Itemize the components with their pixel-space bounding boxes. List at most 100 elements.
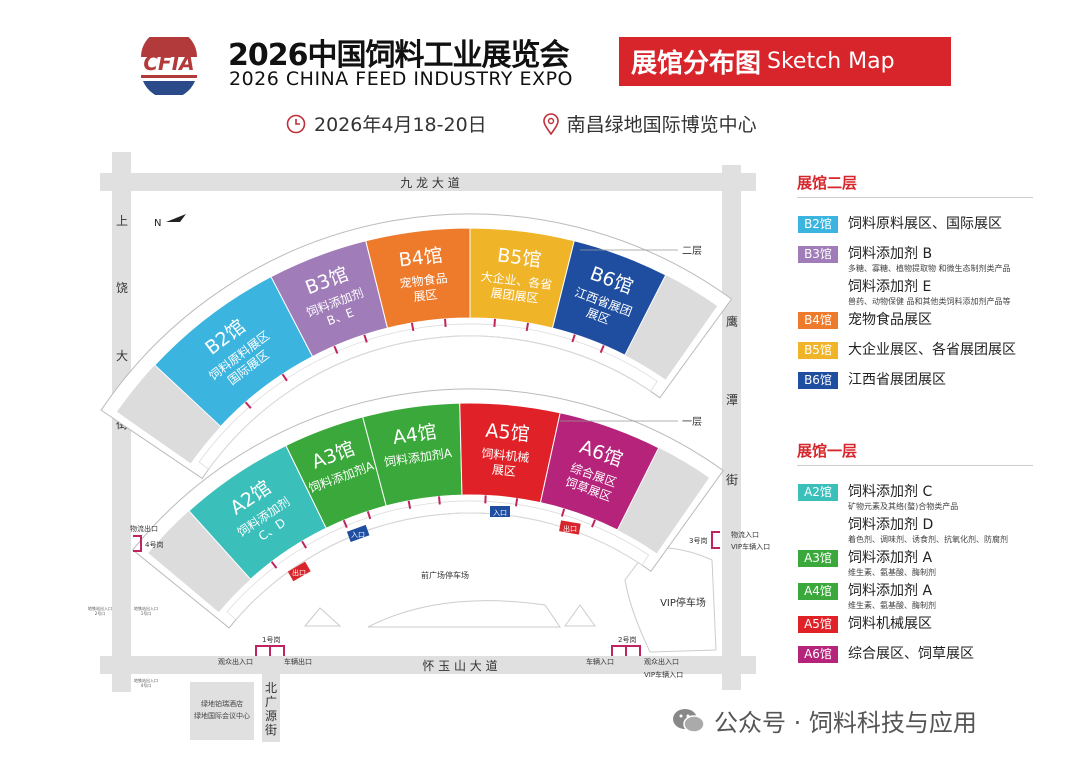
exit-label: 出口 (563, 524, 577, 533)
legend-text: 宠物食品展区 (848, 312, 932, 329)
road-label-east: 鹰 (726, 314, 738, 329)
road-label-bottom: 北 (265, 681, 277, 695)
legend-main: 饲料添加剂 E (848, 279, 932, 295)
metro-label: 4号口 (141, 682, 152, 688)
door-marker (438, 496, 441, 505)
hall-name: B4馆 (398, 244, 444, 271)
road-label-west: 上 (116, 214, 128, 228)
legend-text: 综合展区、饲草展区 (848, 646, 974, 663)
road-label-bottom: 源 (265, 709, 277, 723)
legend-main: 饲料添加剂 B (848, 246, 933, 262)
exit-marker: 出口 (287, 561, 311, 582)
hall-badge: A3馆 (798, 550, 838, 567)
legend-item: B6馆 江西省展团展区 (798, 372, 946, 389)
plaza-triangle (564, 604, 596, 627)
legend-text: 饲料添加剂 E 兽药、动物保健 品和其他类饲料添加剂产品等 (848, 279, 1011, 307)
hall-description: 展团展区 (490, 286, 539, 306)
floor2-marker: 二层 (682, 245, 702, 257)
hall-badge: B6馆 (798, 372, 838, 389)
corridor (198, 323, 658, 470)
banner-cn: 展馆分布图 (631, 49, 762, 79)
door-marker (410, 322, 415, 332)
legend-sub: 兽药、动物保健 品和其他类饲料添加剂产品等 (848, 297, 1011, 306)
road-label-bottom: 广 (265, 695, 277, 709)
road-beiguangyuan (262, 674, 280, 742)
gate1-right: 车辆出口 (284, 657, 312, 666)
road-yingtan (722, 165, 741, 690)
gate2-vip: VIP车辆入口 (644, 670, 683, 679)
expo-venue: 南昌绿地国际博览中心 (566, 114, 757, 136)
legend-text: 大企业展区、各省展团展区 (848, 342, 1016, 359)
floor1-marker: 一层 (682, 416, 702, 428)
door-marker (560, 508, 566, 517)
banner-en: Sketch Map (767, 49, 895, 74)
legend-text: 饲料添加剂 B 多糖、寡糖、植物提取物 和微生态制剂类产品 (848, 246, 1011, 274)
metro-label: 地铁站出入口 (134, 677, 158, 683)
hall-description: 展区 (491, 463, 516, 479)
legend-item: A2馆 饲料添加剂 C 矿物元素及其络(螯)合物类产品 (798, 484, 958, 512)
hall-description: 宠物食品 (399, 270, 448, 291)
expo-title-cn: 2026中国饲料工业展览会 (228, 38, 569, 73)
door-marker (281, 373, 288, 382)
door-marker (599, 344, 605, 354)
sketch-map-banner: 展馆分布图 Sketch Map (619, 37, 951, 86)
location-pin-icon (542, 112, 559, 135)
plaza-triangle (303, 607, 342, 627)
legend-floor2-title: 展馆二层 (797, 174, 858, 192)
legend-main: 饲料机械展区 (848, 616, 932, 632)
metro-label: 地铁站出入口 (88, 605, 112, 611)
legend-text: 饲料添加剂 A 维生素、氨基酸、酶制剂 (848, 550, 936, 578)
plaza-arc (367, 600, 561, 628)
legend-sub: 多糖、寡糖、植物提取物 和微生态制剂类产品 (848, 264, 1011, 273)
door-marker (444, 318, 447, 327)
metro-label: 2号口 (95, 610, 106, 616)
road-label-north: 九 龙 大 道 (400, 176, 459, 190)
legend-main: 饲料添加剂 C (848, 484, 933, 500)
road-label-east: 潭 (726, 393, 738, 407)
door-marker (244, 401, 252, 409)
service-block (148, 510, 251, 613)
legend-sub: 维生素、氨基酸、酶制剂 (848, 568, 936, 577)
legend-main: 饲料添加剂 D (848, 517, 934, 533)
gate2-right: 观众出入口 (644, 657, 679, 666)
gate-3-icon (711, 531, 720, 549)
hall-badge: B5馆 (798, 342, 838, 359)
entrance-label: 入口 (493, 509, 507, 517)
north-arrow-icon: N (154, 214, 186, 229)
legend-main: 江西省展团展区 (848, 372, 946, 388)
hall-badge: B2馆 (798, 216, 838, 233)
entrance-label: 入口 (351, 531, 365, 539)
entrance-marker: 入口 (490, 506, 510, 517)
gate4-a: 物流出口 (130, 524, 158, 533)
footer-text: 公众号 · 饲料科技与应用 (714, 709, 977, 737)
legend-main: 饲料添加剂 A (848, 550, 933, 566)
gate-2-icon (611, 645, 641, 656)
legend-main: 大企业展区、各省展团展区 (848, 342, 1016, 358)
legend-sub: 着色剂、调味剂、诱食剂、抗氧化剂、防腐剂 (848, 535, 1008, 544)
legend-main: 饲料原料展区、国际展区 (848, 216, 1002, 232)
expo-title-en: 2026 CHINA FEED INDUSTRY EXPO (229, 68, 573, 90)
road-label-bottom: 街 (265, 723, 277, 737)
gate3-b: VIP车辆入口 (731, 542, 770, 551)
legend-text: 饲料原料展区、国际展区 (848, 216, 1002, 233)
roads (100, 152, 756, 742)
door-marker (333, 345, 339, 354)
divider (797, 465, 1033, 466)
door-marker (363, 334, 368, 343)
exit-marker: 出口 (559, 520, 581, 535)
legend-item: B4馆 宠物食品展区 (798, 312, 932, 329)
door-marker (301, 540, 308, 549)
exit-label: 出口 (292, 568, 306, 577)
hall-description: 展区 (413, 287, 439, 304)
legend-item: A3馆 饲料添加剂 A 维生素、氨基酸、酶制剂 (798, 550, 936, 578)
